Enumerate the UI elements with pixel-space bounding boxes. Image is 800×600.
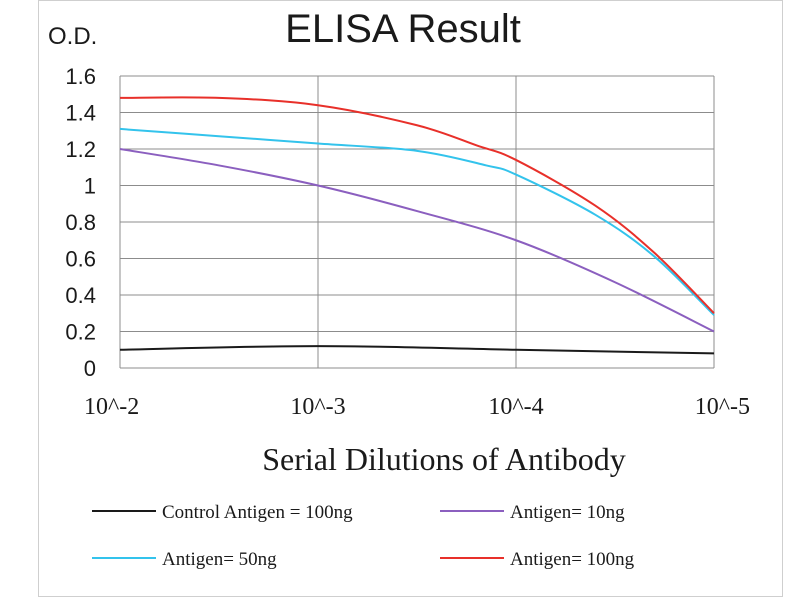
y-axis-label: O.D. bbox=[48, 23, 97, 50]
legend-entry: Antigen= 10ng bbox=[510, 502, 625, 523]
grid-lines bbox=[119, 75, 715, 369]
x-tick-labels: 10^-2 10^-3 10^-4 10^-5 bbox=[84, 394, 750, 420]
y-tick-label: 0.6 bbox=[65, 247, 96, 272]
y-tick-label: 0 bbox=[84, 356, 96, 381]
x-axis-label: Serial Dilutions of Antibody bbox=[262, 441, 626, 477]
y-tick-label: 1.2 bbox=[65, 137, 96, 162]
chart-title: ELISA Result bbox=[285, 7, 521, 51]
y-tick-labels: 0 0.2 0.4 0.6 0.8 1 1.2 1.4 1.6 bbox=[65, 64, 96, 381]
series-line-antigen-10ng bbox=[119, 148, 715, 333]
x-tick-label: 10^-2 bbox=[84, 394, 139, 420]
legend-entry: Antigen= 100ng bbox=[510, 549, 635, 570]
y-tick-label: 1 bbox=[84, 174, 96, 199]
y-tick-label: 0.8 bbox=[65, 210, 96, 235]
legend-entry: Control Antigen = 100ng bbox=[162, 502, 353, 523]
y-tick-label: 0.4 bbox=[65, 283, 96, 308]
legend-entry: Antigen= 50ng bbox=[162, 549, 277, 570]
series-line-control-antigen-100ng bbox=[119, 345, 715, 355]
legend: Control Antigen = 100ng Antigen= 10ng Anti… bbox=[92, 502, 635, 570]
series-line-antigen-100ng bbox=[119, 96, 715, 314]
y-tick-label: 1.6 bbox=[65, 64, 96, 89]
y-tick-label: 0.2 bbox=[65, 320, 96, 345]
x-tick-label: 10^-5 bbox=[695, 394, 750, 420]
y-tick-label: 1.4 bbox=[65, 101, 96, 126]
x-tick-label: 10^-4 bbox=[488, 394, 543, 420]
chart-frame bbox=[38, 0, 783, 597]
series-line-antigen-50ng bbox=[119, 127, 715, 316]
series-lines bbox=[119, 96, 715, 355]
x-tick-label: 10^-3 bbox=[290, 394, 345, 420]
